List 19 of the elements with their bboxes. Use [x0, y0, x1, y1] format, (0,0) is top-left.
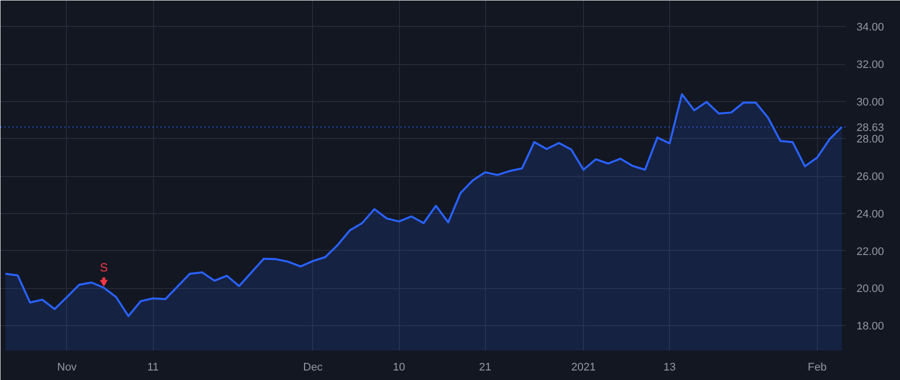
x-tick-label: 2021 [571, 362, 596, 374]
y-tick-label: 22.00 [856, 246, 884, 258]
y-tick-label: 34.00 [856, 22, 884, 34]
y-tick-label: 32.00 [856, 59, 884, 71]
x-tick-label: 11 [147, 362, 159, 374]
annotation: S [100, 260, 108, 275]
ref-line-label: 28.63 [856, 122, 884, 134]
y-tick-label: 26.00 [856, 171, 884, 184]
y-tick-label: 24.00 [856, 208, 884, 220]
x-tick-label: Dec [303, 362, 324, 374]
y-tick-label: 18.00 [856, 320, 884, 332]
x-tick-label: 13 [663, 362, 676, 374]
y-tick-label: 30.00 [856, 96, 884, 108]
x-tick-label: Feb [808, 362, 827, 374]
x-tick-label: 10 [392, 362, 406, 374]
x-tick-label: 21 [478, 362, 492, 374]
x-tick-label: Nov [57, 362, 78, 374]
y-tick-label: 28.00 [856, 134, 884, 146]
y-tick-label: 20.00 [856, 283, 884, 296]
